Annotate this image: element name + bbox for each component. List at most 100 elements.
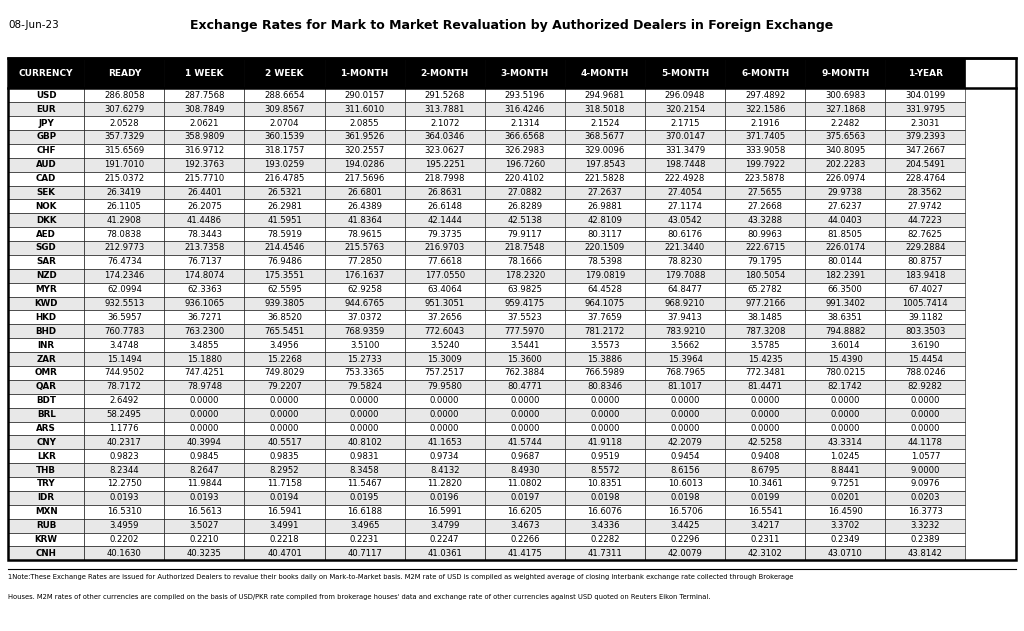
Text: 65.2782: 65.2782 bbox=[748, 285, 782, 294]
Text: 370.0147: 370.0147 bbox=[665, 133, 706, 141]
Bar bbox=[165, 130, 245, 144]
Bar bbox=[165, 227, 245, 241]
Text: 220.1509: 220.1509 bbox=[585, 244, 625, 252]
Text: 81.8505: 81.8505 bbox=[827, 230, 863, 239]
Bar bbox=[404, 352, 484, 366]
Bar bbox=[8, 352, 84, 366]
Bar bbox=[725, 102, 805, 116]
Text: 2.2482: 2.2482 bbox=[830, 119, 860, 127]
Text: 939.3805: 939.3805 bbox=[264, 299, 305, 308]
Text: 3.4991: 3.4991 bbox=[269, 521, 299, 530]
Bar bbox=[645, 186, 725, 199]
Text: 212.9773: 212.9773 bbox=[104, 244, 144, 252]
Text: 2.1916: 2.1916 bbox=[751, 119, 780, 127]
Bar bbox=[565, 58, 645, 88]
Text: ZAR: ZAR bbox=[37, 355, 56, 363]
Text: 196.7260: 196.7260 bbox=[505, 160, 545, 169]
Bar bbox=[645, 158, 725, 172]
Bar bbox=[725, 172, 805, 186]
Bar bbox=[325, 269, 404, 283]
Text: 0.0000: 0.0000 bbox=[510, 424, 540, 433]
Text: 0.2202: 0.2202 bbox=[110, 535, 139, 544]
Bar bbox=[725, 130, 805, 144]
Text: 315.6569: 315.6569 bbox=[104, 146, 144, 155]
Bar bbox=[84, 227, 165, 241]
Bar bbox=[404, 255, 484, 269]
Text: 16.5706: 16.5706 bbox=[668, 507, 702, 516]
Bar bbox=[565, 102, 645, 116]
Text: 747.4251: 747.4251 bbox=[184, 369, 224, 377]
Bar bbox=[484, 505, 565, 519]
Bar bbox=[805, 422, 886, 435]
Text: 27.2637: 27.2637 bbox=[588, 188, 623, 197]
Bar bbox=[565, 269, 645, 283]
Bar bbox=[8, 366, 84, 380]
Text: 0.9734: 0.9734 bbox=[430, 452, 460, 461]
Text: 0.0000: 0.0000 bbox=[590, 396, 620, 405]
Text: 0.0000: 0.0000 bbox=[269, 396, 299, 405]
Text: 0.0000: 0.0000 bbox=[590, 410, 620, 419]
Text: 37.7659: 37.7659 bbox=[588, 313, 623, 322]
Bar bbox=[484, 269, 565, 283]
Bar bbox=[84, 408, 165, 422]
Text: 0.0000: 0.0000 bbox=[751, 424, 780, 433]
Bar bbox=[165, 88, 245, 102]
Text: 191.7010: 191.7010 bbox=[104, 160, 144, 169]
Bar bbox=[404, 213, 484, 227]
Bar bbox=[805, 130, 886, 144]
Bar bbox=[645, 144, 725, 158]
Bar bbox=[484, 422, 565, 435]
Text: 0.9687: 0.9687 bbox=[510, 452, 540, 461]
Text: 2.0528: 2.0528 bbox=[110, 119, 139, 127]
Text: 15.4235: 15.4235 bbox=[748, 355, 782, 363]
Text: 1005.7414: 1005.7414 bbox=[902, 299, 948, 308]
Text: 318.5018: 318.5018 bbox=[585, 105, 626, 114]
Text: 0.9519: 0.9519 bbox=[590, 452, 620, 461]
Bar bbox=[886, 449, 966, 463]
Bar bbox=[886, 491, 966, 505]
Bar bbox=[805, 394, 886, 408]
Bar bbox=[245, 477, 325, 491]
Text: 8.5572: 8.5572 bbox=[590, 466, 620, 475]
Bar bbox=[404, 102, 484, 116]
Text: 223.5878: 223.5878 bbox=[744, 174, 785, 183]
Bar bbox=[8, 394, 84, 408]
Text: 62.5595: 62.5595 bbox=[267, 285, 302, 294]
Bar bbox=[805, 241, 886, 255]
Bar bbox=[325, 463, 404, 477]
Text: KWD: KWD bbox=[35, 299, 58, 308]
Text: 10.6013: 10.6013 bbox=[668, 480, 702, 488]
Text: LKR: LKR bbox=[37, 452, 55, 461]
Bar bbox=[886, 338, 966, 352]
Bar bbox=[484, 130, 565, 144]
Bar bbox=[565, 213, 645, 227]
Text: 9.0976: 9.0976 bbox=[910, 480, 940, 488]
Bar bbox=[8, 310, 84, 324]
Bar bbox=[404, 394, 484, 408]
Bar bbox=[84, 366, 165, 380]
Bar bbox=[484, 158, 565, 172]
Bar bbox=[165, 435, 245, 449]
Bar bbox=[645, 227, 725, 241]
Text: 76.7137: 76.7137 bbox=[187, 257, 222, 266]
Text: 333.9058: 333.9058 bbox=[745, 146, 785, 155]
Bar bbox=[805, 172, 886, 186]
Text: 80.8346: 80.8346 bbox=[588, 382, 623, 391]
Bar bbox=[565, 380, 645, 394]
Bar bbox=[484, 186, 565, 199]
Text: 28.3562: 28.3562 bbox=[908, 188, 943, 197]
Text: 0.2349: 0.2349 bbox=[830, 535, 860, 544]
Bar bbox=[725, 116, 805, 130]
Text: 42.8109: 42.8109 bbox=[588, 216, 623, 225]
Bar bbox=[325, 255, 404, 269]
Text: 951.3051: 951.3051 bbox=[425, 299, 465, 308]
Bar bbox=[645, 505, 725, 519]
Bar bbox=[725, 144, 805, 158]
Bar bbox=[165, 255, 245, 269]
Bar bbox=[645, 310, 725, 324]
Text: 1.0577: 1.0577 bbox=[910, 452, 940, 461]
Text: CNH: CNH bbox=[36, 549, 56, 558]
Bar bbox=[84, 505, 165, 519]
Text: 183.9418: 183.9418 bbox=[905, 271, 945, 280]
Bar bbox=[565, 394, 645, 408]
